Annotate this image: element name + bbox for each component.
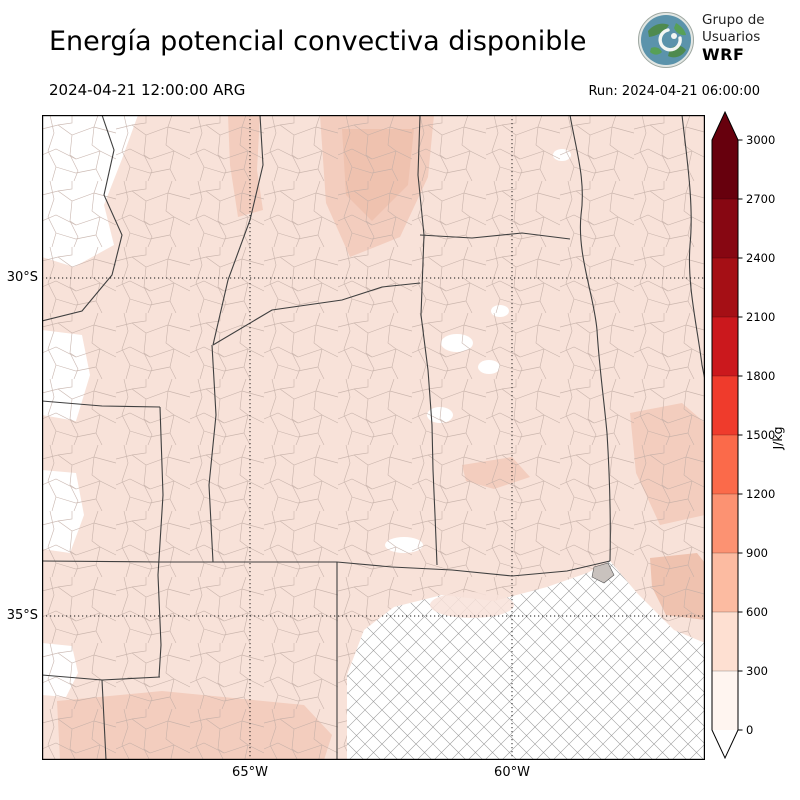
logo-line-3: WRF (702, 45, 745, 64)
colorbar-tick-1200: 1200 (746, 487, 775, 501)
logo-line-1: Grupo de (702, 12, 765, 28)
colorbar-tick-2700: 2700 (746, 192, 775, 206)
colorbar-segments (712, 112, 738, 758)
lon-label-65w: 65°W (232, 765, 268, 780)
map-canvas (41, 114, 706, 761)
run-time-label: Run: 2024-04-21 06:00:00 (588, 84, 760, 99)
cape-patch-se (430, 592, 514, 618)
colorbar-canvas: 3000 2700 2400 2100 1800 1500 1200 900 6… (711, 110, 785, 760)
colorbar-tick-labels: 3000 2700 2400 2100 1800 1500 1200 900 6… (746, 133, 775, 737)
colorbar-tick-300: 300 (746, 664, 768, 678)
buenos-aires-city-cluster (591, 562, 615, 584)
province-borders (41, 114, 706, 761)
colorbar-unit-label: J/kg (770, 426, 785, 450)
colorbar-tick-3000: 3000 (746, 133, 775, 147)
colorbar-tick-2400: 2400 (746, 251, 775, 265)
lat-label-30s: 30°S (6, 270, 38, 285)
colorbar-tick-1800: 1800 (746, 369, 775, 383)
colorbar-over-arrow (712, 112, 738, 140)
colorbar-tick-marks (738, 139, 743, 731)
colorbar-under-arrow (712, 730, 738, 758)
lat-label-35s: 35°S (6, 608, 38, 623)
colorbar: 3000 2700 2400 2100 1800 1500 1200 900 6… (706, 100, 800, 780)
colorbar-tick-1500: 1500 (746, 428, 775, 442)
logo-line-2: Usuarios (702, 29, 761, 45)
map-frame (42, 115, 705, 760)
lon-label-60w: 60°W (494, 765, 530, 780)
page-title: Energía potencial convectiva disponible (49, 26, 587, 57)
colorbar-tick-900: 900 (746, 546, 768, 560)
globe-icon (638, 12, 694, 68)
colorbar-tick-600: 600 (746, 605, 768, 619)
colorbar-segment-dividers (712, 198, 738, 672)
gridlines (42, 115, 705, 760)
map-area (41, 114, 706, 761)
valid-time-label: 2024-04-21 12:00:00 ARG (49, 81, 246, 99)
colorbar-tick-0: 0 (746, 723, 753, 737)
colorbar-tick-2100: 2100 (746, 310, 775, 324)
